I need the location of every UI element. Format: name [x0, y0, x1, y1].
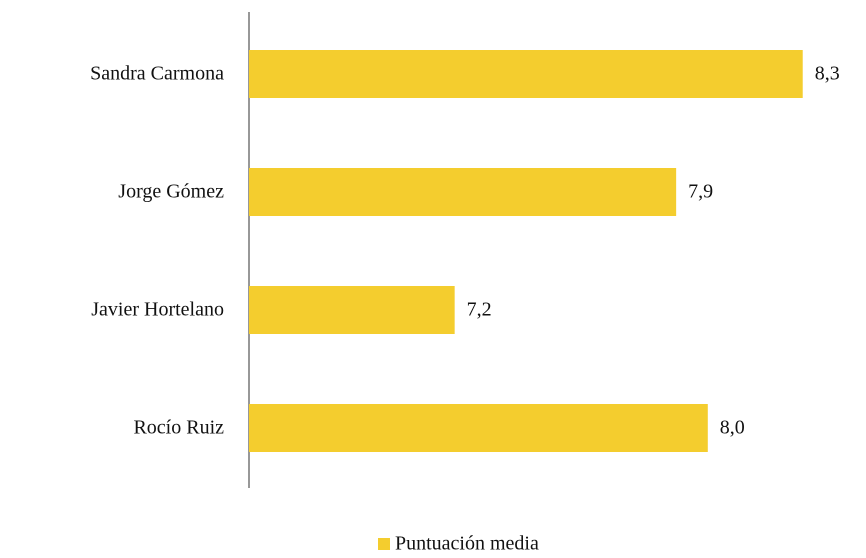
value-label: 8,3: [815, 63, 840, 85]
y-tick-label: Jorge Gómez: [118, 181, 224, 203]
legend-label: Puntuación media: [395, 533, 539, 555]
bar: [249, 168, 677, 216]
value-label: 8,0: [720, 417, 745, 439]
bar: [249, 404, 708, 452]
bar: [249, 50, 803, 98]
y-tick-label: Sandra Carmona: [90, 63, 224, 85]
y-tick-label: Rocío Ruiz: [133, 417, 224, 439]
y-tick-label: Javier Hortelano: [91, 299, 224, 321]
value-label: 7,9: [688, 181, 713, 203]
legend-swatch: [378, 538, 390, 550]
value-label: 7,2: [467, 299, 492, 321]
bar: [249, 286, 455, 334]
